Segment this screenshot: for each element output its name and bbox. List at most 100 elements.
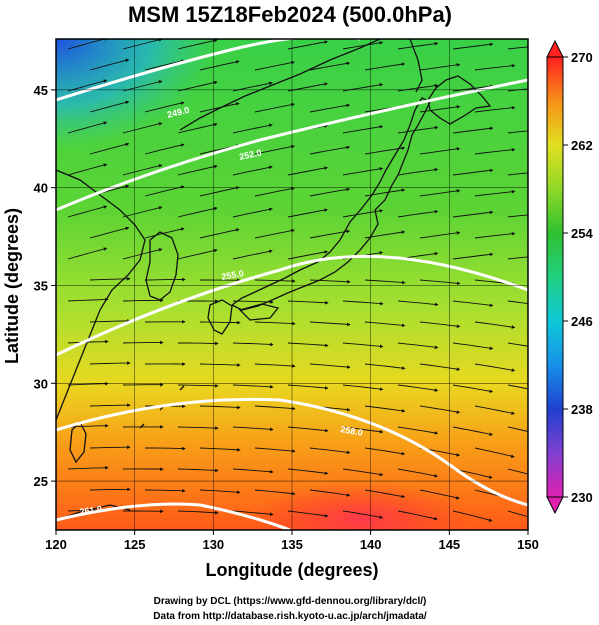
streamline-arrow bbox=[397, 300, 439, 307]
streamline-arrow bbox=[177, 39, 218, 50]
streamline-arrow bbox=[254, 186, 295, 197]
y-tick-label: 25 bbox=[34, 474, 48, 489]
streamline-arrow bbox=[232, 207, 273, 218]
plot-area: 249.0 252.0 255.0 258.0 261.0 bbox=[56, 39, 528, 543]
streamline-arrow bbox=[397, 468, 439, 478]
contour-label: 258.0 bbox=[340, 424, 364, 438]
x-tick-label: 150 bbox=[517, 537, 539, 552]
streamline-arrow bbox=[199, 489, 241, 494]
streamline-arrow bbox=[419, 189, 461, 197]
streamline-arrow bbox=[364, 230, 406, 239]
streamline-arrow bbox=[254, 279, 296, 283]
streamline-arrow bbox=[474, 321, 516, 329]
isotherm-line bbox=[56, 78, 528, 212]
streamline-arrow bbox=[287, 250, 329, 260]
streamline-arrow bbox=[145, 446, 186, 451]
streamline-arrow bbox=[397, 125, 439, 134]
colorbar-top-triangle bbox=[546, 39, 564, 58]
streamline-arrow bbox=[364, 489, 406, 499]
streamline-arrow bbox=[122, 298, 164, 303]
x-tick-label: 125 bbox=[124, 537, 146, 552]
streamline-arrow bbox=[144, 185, 185, 197]
streamline-arrow bbox=[67, 297, 109, 302]
streamline-arrow bbox=[89, 403, 131, 407]
streamline-arrow bbox=[199, 60, 240, 71]
streamline-arrow bbox=[254, 447, 296, 453]
streamline-arrow bbox=[199, 447, 241, 452]
x-axis-label: Longitude (degrees) bbox=[205, 560, 378, 580]
streamline-arrow bbox=[89, 58, 130, 71]
streamline-arrow bbox=[419, 231, 461, 239]
streamline-arrow bbox=[177, 206, 218, 218]
streamline-arrow bbox=[178, 341, 219, 346]
streamline-arrow bbox=[474, 447, 515, 458]
streamline-arrow bbox=[199, 320, 241, 325]
streamline-arrow bbox=[397, 167, 439, 176]
streamline-arrow bbox=[232, 384, 274, 389]
streamline-arrow bbox=[364, 363, 406, 370]
streamline-arrow bbox=[232, 123, 273, 134]
x-tick-label: 135 bbox=[281, 537, 303, 552]
streamline-arrow bbox=[452, 84, 494, 92]
streamline-arrow bbox=[144, 277, 186, 282]
streamline-arrow bbox=[89, 226, 130, 239]
streamline-arrow bbox=[452, 210, 494, 218]
streamline-arrow bbox=[474, 405, 516, 415]
streamline-arrow bbox=[364, 279, 406, 285]
colorbar-tick-label: 238 bbox=[571, 402, 593, 417]
streamline-arrow bbox=[254, 321, 296, 326]
streamline-arrow bbox=[144, 101, 185, 113]
colorbar-tick-label: 262 bbox=[571, 138, 593, 153]
streamline-arrow bbox=[397, 41, 439, 50]
streamline-arrow bbox=[254, 102, 295, 113]
streamline-arrow bbox=[254, 489, 296, 496]
streamline-arrow bbox=[145, 532, 185, 533]
contour-label: 255.0 bbox=[221, 268, 245, 282]
streamline-arrow bbox=[232, 165, 273, 176]
streamline-arrow bbox=[232, 249, 273, 260]
streamline-arrow bbox=[452, 300, 494, 308]
streamline-arrow bbox=[309, 363, 351, 369]
streamline-arrow bbox=[474, 189, 516, 197]
streamline-arrow bbox=[287, 468, 329, 475]
streamline-arrow bbox=[254, 363, 296, 368]
streamline-arrow bbox=[397, 209, 439, 218]
streamline-arrow bbox=[342, 342, 384, 349]
streamline-arrow bbox=[67, 163, 108, 176]
streamline-arrow bbox=[67, 381, 109, 386]
streamline-arrow bbox=[89, 319, 131, 323]
streamline-arrow bbox=[177, 426, 219, 430]
streamline-arrow bbox=[177, 80, 218, 92]
streamline-arrow bbox=[452, 252, 494, 260]
streamline-arrow bbox=[122, 206, 163, 218]
streamline-arrow bbox=[232, 510, 274, 517]
streamline-arrow bbox=[254, 405, 296, 411]
streamline-arrow bbox=[254, 60, 295, 71]
y-tick-label: 35 bbox=[34, 278, 48, 293]
streamline-arrow bbox=[452, 426, 494, 436]
streamline-arrow bbox=[287, 208, 329, 218]
streamline-arrow bbox=[89, 100, 130, 113]
streamline-arrow bbox=[419, 63, 461, 71]
streamline-arrow bbox=[127, 529, 131, 530]
streamline-arrow bbox=[309, 187, 351, 197]
streamline-arrow bbox=[287, 166, 329, 176]
streamline-arrow bbox=[232, 342, 274, 347]
y-axis: 25 30 35 40 45 bbox=[34, 83, 56, 489]
streamline-arrow bbox=[419, 147, 461, 155]
streamline-arrow bbox=[122, 340, 164, 345]
streamline-arrow bbox=[397, 384, 439, 392]
map-title: MSM 15Z18Feb2024 (500.0hPa) bbox=[128, 2, 452, 27]
streamline-arrow bbox=[177, 383, 219, 388]
colorbar-ticks: 270 262 254 246 238 230 bbox=[563, 50, 593, 505]
streamline-arrow bbox=[342, 125, 384, 134]
streamline-arrow bbox=[419, 405, 461, 414]
streamline-arrow bbox=[177, 248, 218, 260]
colorbar-tick-label: 230 bbox=[571, 490, 593, 505]
streamline-arrow bbox=[475, 532, 514, 543]
streamline-arrow bbox=[144, 59, 185, 71]
isotherm-line bbox=[56, 397, 528, 507]
contour-label: 261.0 bbox=[79, 504, 103, 517]
streamline-arrow bbox=[364, 62, 406, 71]
streamline-arrow bbox=[397, 426, 439, 435]
